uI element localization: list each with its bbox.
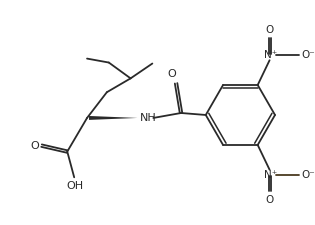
Text: N⁺: N⁺ — [264, 50, 277, 60]
Text: O⁻: O⁻ — [301, 50, 315, 60]
Text: O: O — [30, 141, 39, 151]
Text: N⁺: N⁺ — [264, 170, 277, 180]
Text: O: O — [266, 195, 274, 205]
Polygon shape — [89, 116, 138, 120]
Text: O: O — [266, 25, 274, 35]
Text: O: O — [168, 70, 176, 79]
Text: O⁻: O⁻ — [301, 170, 315, 180]
Text: NH: NH — [140, 113, 157, 123]
Text: OH: OH — [66, 181, 84, 191]
